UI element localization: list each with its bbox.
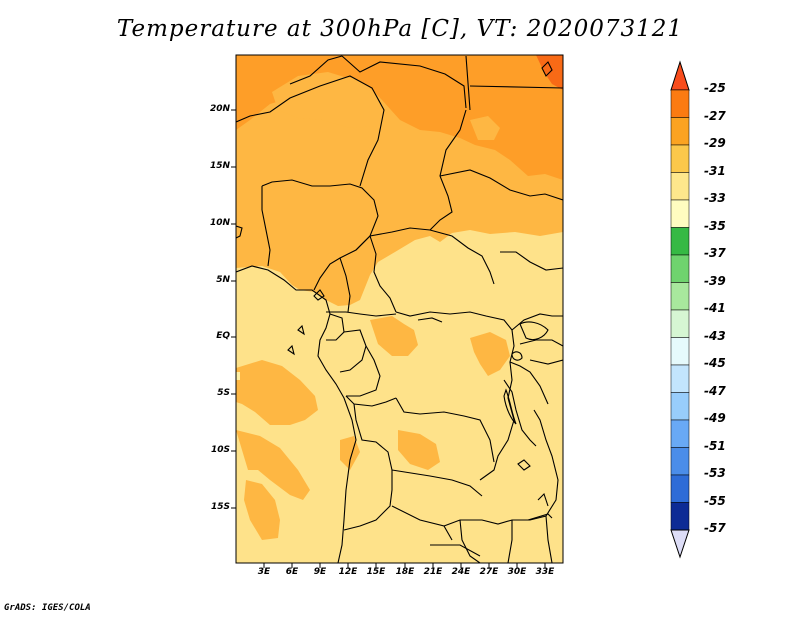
lon-label: 24E xyxy=(451,567,471,577)
colorbar-label: -27 xyxy=(704,109,726,123)
lat-label: 5S xyxy=(217,388,230,398)
colorbar-segment xyxy=(670,364,690,393)
colorbar-label: -33 xyxy=(704,191,726,205)
colorbar-segment xyxy=(670,227,690,256)
lon-label: 18E xyxy=(395,567,415,577)
colorbar-label: -43 xyxy=(704,329,726,343)
colorbar-label: -37 xyxy=(704,246,726,260)
colorbar-label: -57 xyxy=(704,521,726,535)
colorbar-segment xyxy=(670,474,690,503)
colorbar-label: -55 xyxy=(704,494,726,508)
lon-label: 3E xyxy=(257,567,271,577)
temperature-field xyxy=(236,55,563,563)
colorbar-label: -25 xyxy=(704,81,726,95)
colorbar-segment xyxy=(670,117,690,146)
colorbar-segment xyxy=(670,199,690,228)
colorbar-label: -45 xyxy=(704,356,726,370)
colorbar-label: -35 xyxy=(704,219,726,233)
colorbar-segment xyxy=(670,309,690,338)
colorbar-label: -51 xyxy=(704,439,726,453)
lat-label: EQ xyxy=(216,331,230,341)
lat-label: 10N xyxy=(209,218,230,228)
colorbar-label: -53 xyxy=(704,466,726,480)
axis-ticks xyxy=(231,109,546,568)
colorbar-label: -31 xyxy=(704,164,726,178)
grads-credit: GrADS: IGES/COLA xyxy=(4,603,91,613)
colorbar-label: -39 xyxy=(704,274,726,288)
colorbar-segment xyxy=(670,144,690,173)
lon-label: 9E xyxy=(313,567,327,577)
colorbar-segment xyxy=(670,172,690,201)
colorbar-segment xyxy=(670,419,690,448)
colorbar-label: -29 xyxy=(704,136,726,150)
country-boundaries xyxy=(236,55,563,563)
lon-label: 21E xyxy=(423,567,443,577)
lon-label: 12E xyxy=(338,567,358,577)
colorbar-segment xyxy=(670,502,690,531)
colorbar-bottom-arrow xyxy=(670,529,690,559)
colorbar-label: -47 xyxy=(704,384,726,398)
lon-label: 33E xyxy=(535,567,555,577)
colorbar-top-arrow xyxy=(670,60,690,91)
colorbar-segment xyxy=(670,89,690,118)
colorbar-segment xyxy=(670,282,690,311)
lat-label: 15N xyxy=(209,161,230,171)
colorbar-label: -49 xyxy=(704,411,726,425)
fill-band-31-29-central xyxy=(370,316,418,356)
fill-band-35-33 xyxy=(236,372,240,380)
lat-label: 20N xyxy=(209,104,230,114)
colorbar-segment xyxy=(670,447,690,476)
map-title: Temperature at 300hPa [C], VT: 202007312… xyxy=(116,16,684,42)
lat-label: 5N xyxy=(216,275,230,285)
lon-label: 30E xyxy=(507,567,527,577)
colorbar-segment xyxy=(670,337,690,366)
colorbar-segment xyxy=(670,392,690,421)
lon-label: 27E xyxy=(479,567,499,577)
colorbar xyxy=(670,60,690,559)
map-border xyxy=(235,54,564,564)
lon-label: 15E xyxy=(366,567,386,577)
lat-label: 10S xyxy=(210,445,230,455)
lon-label: 6E xyxy=(285,567,299,577)
colorbar-segment xyxy=(670,254,690,283)
lat-label: 15S xyxy=(210,502,230,512)
colorbar-label: -41 xyxy=(704,301,726,315)
